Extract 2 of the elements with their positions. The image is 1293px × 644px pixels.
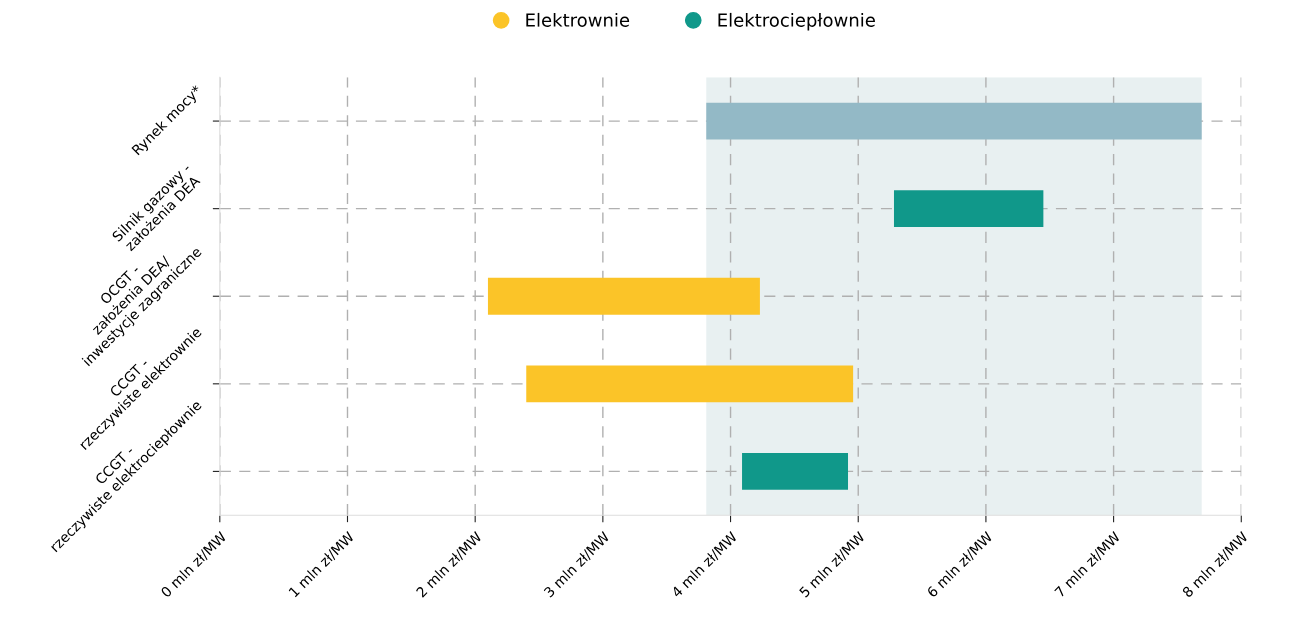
legend-label: Elektrociepłownie	[718, 12, 875, 31]
legend-label: Elektrownie	[526, 12, 630, 27]
